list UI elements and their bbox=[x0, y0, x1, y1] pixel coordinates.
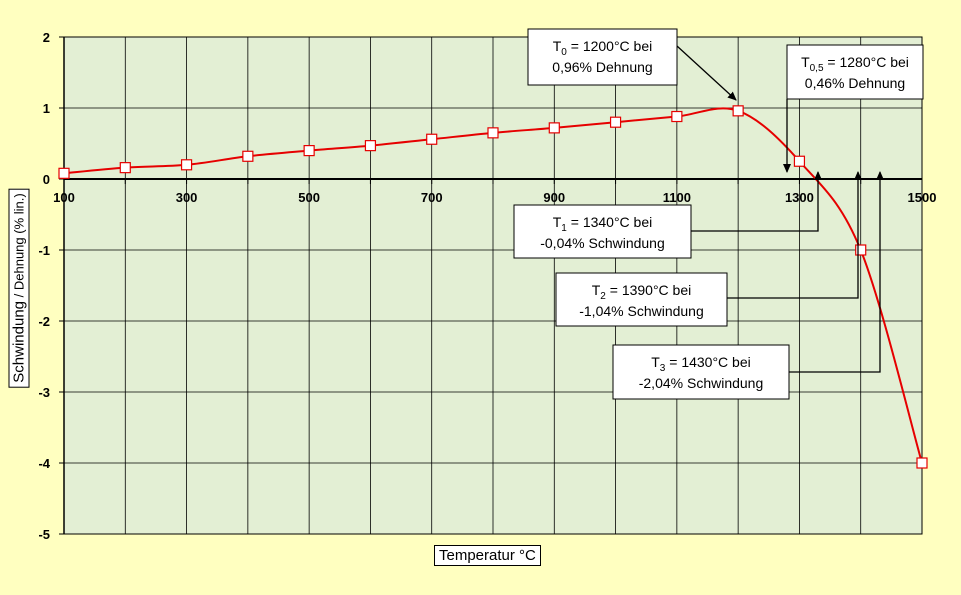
annotation-subscript: 0,5 bbox=[810, 63, 824, 74]
x-tick-label: 1100 bbox=[663, 190, 691, 205]
annotation-symbol: T bbox=[553, 38, 562, 54]
y-tick-label: -5 bbox=[38, 527, 50, 542]
data-point bbox=[58, 167, 70, 179]
annotation-line1: T2 = 1390°C bei bbox=[592, 282, 692, 302]
annotation-t3: T3 = 1430°C bei-2,04% Schwindung bbox=[612, 171, 884, 400]
data-point bbox=[609, 116, 622, 128]
annotation-line1: T0 = 1200°C bei bbox=[553, 38, 653, 58]
annotation-subscript: 3 bbox=[660, 363, 666, 374]
data-point bbox=[855, 244, 867, 256]
data-point bbox=[548, 122, 560, 134]
annotation-value: = 1340°C bei bbox=[567, 214, 652, 230]
x-tick-label: 500 bbox=[298, 190, 320, 205]
annotation-line1: T0,5 = 1280°C bei bbox=[801, 54, 909, 74]
annotation-line2: -2,04% Schwindung bbox=[639, 375, 764, 391]
y-tick-label: 2 bbox=[43, 30, 50, 45]
data-point bbox=[916, 457, 928, 469]
y-tick-label: 0 bbox=[43, 172, 50, 187]
annotation-subscript: 1 bbox=[561, 223, 567, 234]
annotation-box bbox=[513, 204, 692, 259]
annotation-value: = 1430°C bei bbox=[665, 354, 750, 370]
annotation-subscript: 2 bbox=[600, 291, 606, 302]
annotation-arrow bbox=[676, 45, 737, 101]
x-tick-label: 1300 bbox=[785, 190, 814, 205]
annotation-line2: 0,46% Dehnung bbox=[805, 75, 905, 91]
x-axis-label: Temperatur °C bbox=[434, 545, 541, 566]
annotation-symbol: T bbox=[553, 214, 562, 230]
annotation-box bbox=[786, 44, 924, 100]
y-axis-label-main: Schwindung bbox=[10, 300, 28, 383]
annotation-arrow bbox=[691, 171, 822, 232]
y-tick-label: -4 bbox=[38, 456, 50, 471]
x-tick-label: 700 bbox=[421, 190, 443, 205]
annotation-value: = 1390°C bei bbox=[606, 282, 691, 298]
annotation-line2: 0,96% Dehnung bbox=[552, 59, 652, 75]
x-tick-label: 100 bbox=[53, 190, 75, 205]
annotation-t2: T2 = 1390°C bei-1,04% Schwindung bbox=[555, 171, 862, 327]
y-axis-label-wrap: Schwindung / Dehnung (% lin.) bbox=[8, 160, 30, 415]
data-point bbox=[119, 162, 131, 174]
annotation-symbol: T bbox=[651, 354, 660, 370]
annotation-line2: -1,04% Schwindung bbox=[579, 303, 704, 319]
x-tick-label: 1500 bbox=[908, 190, 937, 205]
annotation-line1: T1 = 1340°C bei bbox=[553, 214, 653, 234]
annotation-subscript: 0 bbox=[561, 47, 567, 58]
annotation-box bbox=[527, 28, 678, 86]
annotation-box bbox=[612, 344, 790, 400]
y-tick-label: -2 bbox=[38, 314, 50, 329]
data-point bbox=[732, 105, 744, 117]
annotation-symbol: T bbox=[801, 54, 810, 70]
annotation-box bbox=[555, 272, 728, 327]
annotation-symbol: T bbox=[592, 282, 601, 298]
data-point bbox=[303, 145, 315, 157]
annotation-t1: T1 = 1340°C bei-0,04% Schwindung bbox=[513, 171, 822, 259]
annotation-value: = 1200°C bei bbox=[567, 38, 652, 54]
annotation-value: = 1280°C bei bbox=[824, 54, 909, 70]
y-tick-label: 1 bbox=[43, 101, 50, 116]
annotation-line1: T3 = 1430°C bei bbox=[651, 354, 751, 374]
series-line bbox=[63, 107, 923, 464]
data-point bbox=[671, 110, 683, 123]
data-point bbox=[242, 150, 254, 162]
data-point bbox=[793, 155, 806, 167]
y-tick-label: -3 bbox=[38, 385, 50, 400]
x-tick-label: 300 bbox=[176, 190, 198, 205]
annotation-arrow bbox=[789, 171, 884, 373]
data-point bbox=[364, 140, 377, 152]
data-point bbox=[487, 127, 499, 139]
data-point bbox=[426, 133, 438, 145]
y-tick-label: -1 bbox=[38, 243, 50, 258]
data-point bbox=[180, 159, 193, 171]
annotation-arrow bbox=[727, 171, 862, 299]
x-tick-label: 900 bbox=[543, 190, 565, 205]
y-axis-label-rest: / Dehnung (% lin.) bbox=[11, 192, 27, 301]
y-axis-label: Schwindung / Dehnung (% lin.) bbox=[8, 187, 30, 388]
annotation-line2: -0,04% Schwindung bbox=[540, 235, 665, 251]
